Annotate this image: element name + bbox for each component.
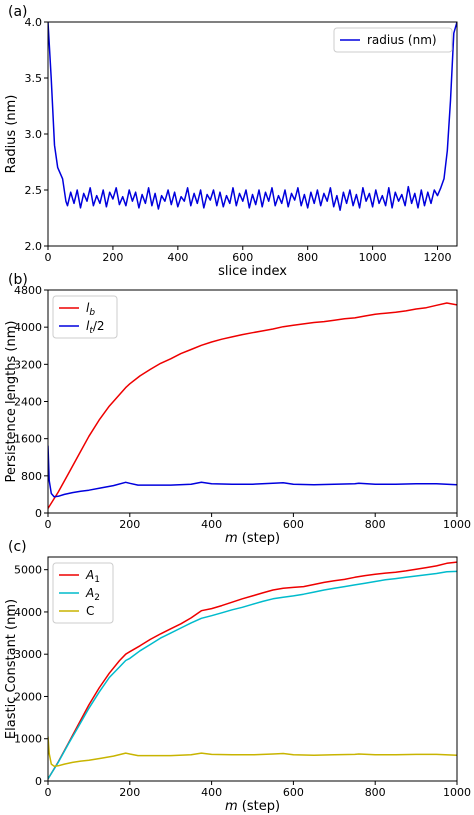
legend-box xyxy=(52,295,118,339)
x-tick-label: 400 xyxy=(167,251,188,264)
y-tick-label: 4800 xyxy=(14,284,42,297)
x-tick-label: 600 xyxy=(283,518,304,531)
legend-label-main: C xyxy=(86,604,94,618)
legend-label: A1 xyxy=(85,568,100,585)
y-tick-label: 0 xyxy=(35,507,42,520)
y-tick-label: 4000 xyxy=(14,606,42,619)
x-tick-label: 200 xyxy=(119,518,140,531)
y-axis-label: Persistence lengths (nm) xyxy=(4,321,19,483)
x-tick-label: 1000 xyxy=(443,518,471,531)
x-tick-label: 800 xyxy=(297,251,318,264)
legend-label: A2 xyxy=(85,586,100,603)
legend-box xyxy=(333,27,453,53)
x-tick-label: 400 xyxy=(201,786,222,799)
series-line-1 xyxy=(48,302,457,509)
chart-panel-1: (a) 0 200 400 600 800 1000 1200 2.0 2.5 3.0 3.5 4.0 s… xyxy=(4,4,458,279)
x-axis-label: m (step) xyxy=(225,799,280,814)
chart-panel-3: (c) 0 200 400 600 800 1000 0 1000 2000 3000 4000 500… xyxy=(4,539,471,814)
chart-panel-2: (b) 0 200 400 600 800 1000 0 800 1600 2400 3200 4000… xyxy=(4,272,471,546)
x-tick-label: 0 xyxy=(45,518,52,531)
legend-label-sub: 2 xyxy=(94,593,100,603)
series-line-1 xyxy=(48,22,457,211)
x-tick-label: 0 xyxy=(45,251,52,264)
x-tick-label: 1000 xyxy=(359,251,387,264)
x-tick-label: 600 xyxy=(232,251,253,264)
panel-label: (b) xyxy=(8,272,28,288)
x-tick-label: 800 xyxy=(365,518,386,531)
x-axis-label: slice index xyxy=(218,264,287,279)
x-tick-label: 1000 xyxy=(443,786,471,799)
x-tick-label: 200 xyxy=(102,251,123,264)
plot-frame xyxy=(47,21,458,247)
legend-label-sub: 1 xyxy=(94,575,100,585)
legend-label-sub: b xyxy=(89,308,95,318)
y-axis-label: Radius (nm) xyxy=(4,95,19,174)
x-tick-label: 600 xyxy=(283,786,304,799)
x-axis-label-var: m xyxy=(225,531,238,546)
y-tick-label: 1600 xyxy=(14,433,42,446)
y-tick-label: 2.5 xyxy=(25,184,43,197)
legend-label: radius (nm) xyxy=(367,33,437,47)
y-tick-label: 1000 xyxy=(14,733,42,746)
y-tick-label: 4000 xyxy=(14,321,42,334)
x-axis-label-var: m xyxy=(225,799,238,814)
x-tick-label: 1200 xyxy=(424,251,452,264)
y-tick-label: 4.0 xyxy=(25,16,43,29)
y-tick-label: 2000 xyxy=(14,690,42,703)
legend-label: C xyxy=(86,604,94,618)
legend-label-main: l xyxy=(86,319,90,333)
x-tick-label: 400 xyxy=(201,518,222,531)
series-line-2 xyxy=(48,445,457,498)
legend-label-sub: t xyxy=(89,326,93,336)
series-line-1 xyxy=(48,561,457,780)
x-tick-label: 200 xyxy=(119,786,140,799)
series-line-2 xyxy=(48,570,457,780)
y-tick-label: 5000 xyxy=(14,564,42,577)
x-tick-label: 0 xyxy=(45,786,52,799)
y-tick-label: 3000 xyxy=(14,648,42,661)
legend-label-suffix: /2 xyxy=(93,319,105,333)
y-tick-label: 0 xyxy=(35,775,42,788)
legend: radius (nm) xyxy=(333,27,453,53)
legend-label: lt/2 xyxy=(86,319,105,336)
panel-label: (a) xyxy=(8,4,28,20)
x-axis-label-unit: (step) xyxy=(238,799,280,814)
x-axis-label: m (step) xyxy=(225,531,280,546)
y-tick-label: 800 xyxy=(21,470,42,483)
x-axis-label-unit: (step) xyxy=(238,531,280,546)
legend-label-main: l xyxy=(86,301,90,315)
legend-label: lb xyxy=(86,301,95,318)
y-tick-label: 3.0 xyxy=(25,128,43,141)
y-tick-label: 3200 xyxy=(14,358,42,371)
legend-box xyxy=(52,562,114,624)
plot-frame xyxy=(47,556,458,782)
legend-label-main: A xyxy=(85,568,94,582)
y-tick-label: 2400 xyxy=(14,396,42,409)
y-axis-label: Elastic Constant (nm) xyxy=(4,599,19,739)
panel-label: (c) xyxy=(8,539,27,555)
legend-label-main: A xyxy=(85,586,94,600)
y-tick-label: 2.0 xyxy=(25,240,43,253)
y-tick-label: 3.5 xyxy=(25,72,43,85)
x-tick-label: 800 xyxy=(365,786,386,799)
series-line-3 xyxy=(48,736,457,767)
